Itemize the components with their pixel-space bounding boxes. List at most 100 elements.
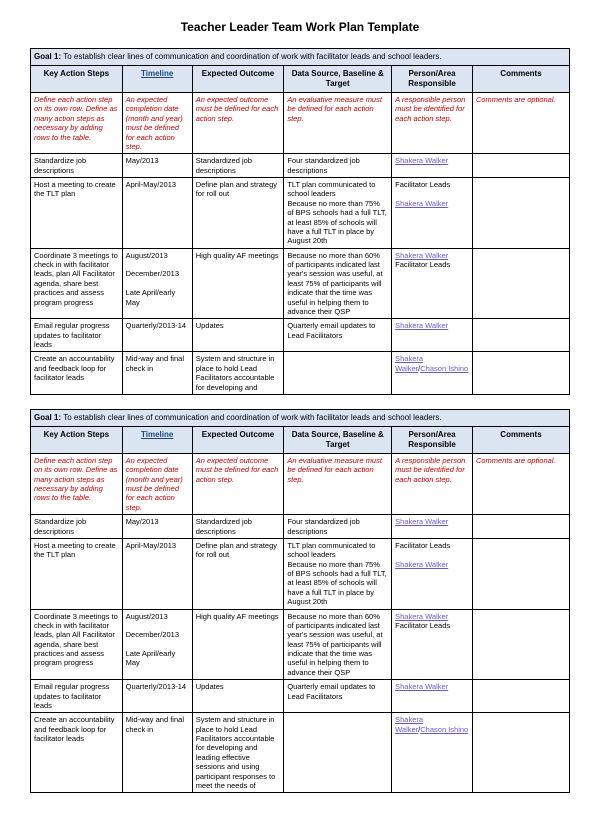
cell-outcome: Define plan and strategy for roll out bbox=[192, 178, 284, 249]
header-person: Person/Area Responsible bbox=[392, 426, 473, 453]
cell-timeline: Mid-way and final check in bbox=[122, 352, 192, 395]
cell-data: Four standardized job descriptions bbox=[284, 154, 392, 178]
cell-data: Quarterly email updates to Lead Facilita… bbox=[284, 680, 392, 713]
header-timeline: Timeline bbox=[122, 426, 192, 453]
cell-outcome: Standardized job descriptions bbox=[192, 515, 284, 539]
cell-action: Host a meeting to create the TLT plan bbox=[31, 538, 123, 609]
cell-action: Email regular progress updates to facili… bbox=[31, 319, 123, 352]
header-person: Person/Area Responsible bbox=[392, 66, 473, 93]
cell-action: Create an accountability and feedback lo… bbox=[31, 713, 123, 793]
cell-action: Host a meeting to create the TLT plan bbox=[31, 178, 123, 249]
table-row: Create an accountability and feedback lo… bbox=[31, 352, 570, 395]
goal-label: Goal 1: bbox=[34, 413, 61, 422]
cell-data bbox=[284, 352, 392, 395]
cell-person: Shakera Walker/Chason Ishino bbox=[392, 713, 473, 793]
cell-comments bbox=[472, 178, 569, 249]
instr-c2: An expected completion date (month and y… bbox=[122, 453, 192, 514]
table-row: Coordinate 3 meetings to check in with f… bbox=[31, 248, 570, 319]
header-data-source: Data Source, Baseline & Target bbox=[284, 66, 392, 93]
cell-outcome: Define plan and strategy for roll out bbox=[192, 538, 284, 609]
header-comments: Comments bbox=[472, 426, 569, 453]
cell-data: TLT plan communicated to school leaders … bbox=[284, 178, 392, 249]
cell-data: Quarterly email updates to Lead Facilita… bbox=[284, 319, 392, 352]
instr-c1: Define each action step on its own row. … bbox=[31, 93, 123, 154]
cell-comments bbox=[472, 538, 569, 609]
instr-c4: An evaluative measure must be defined fo… bbox=[284, 93, 392, 154]
cell-timeline: Mid-way and final check in bbox=[122, 713, 192, 793]
instr-c1: Define each action step on its own row. … bbox=[31, 453, 123, 514]
header-row: Key Action Steps Timeline Expected Outco… bbox=[31, 66, 570, 93]
instr-c5: A responsible person must be identified … bbox=[392, 453, 473, 514]
cell-person: Shakera Walker bbox=[392, 319, 473, 352]
table-row: Coordinate 3 meetings to check in with f… bbox=[31, 609, 570, 680]
cell-timeline: April-May/2013 bbox=[122, 178, 192, 249]
cell-person: Shakera Walker/Chason Ishino bbox=[392, 352, 473, 395]
table-row: Email regular progress updates to facili… bbox=[31, 680, 570, 713]
cell-data: Because no more than 60% of participants… bbox=[284, 609, 392, 680]
goal-text: To establish clear lines of communicatio… bbox=[63, 52, 441, 61]
header-comments: Comments bbox=[472, 66, 569, 93]
cell-person: Facilitator Leads Shakera Walker bbox=[392, 178, 473, 249]
instr-c6: Comments are optional. bbox=[472, 453, 569, 514]
instr-c3: An expected outcome must be defined for … bbox=[192, 93, 284, 154]
cell-outcome: High quality AF meetings bbox=[192, 609, 284, 680]
instruction-row: Define each action step on its own row. … bbox=[31, 453, 570, 514]
table-row: Standardize job descriptions May/2013 St… bbox=[31, 515, 570, 539]
cell-comments bbox=[472, 319, 569, 352]
goal-row: Goal 1: To establish clear lines of comm… bbox=[31, 409, 570, 426]
cell-timeline: May/2013 bbox=[122, 154, 192, 178]
cell-action: Coordinate 3 meetings to check in with f… bbox=[31, 248, 123, 319]
cell-person: Shakera Walker Facilitator Leads bbox=[392, 248, 473, 319]
cell-comments bbox=[472, 515, 569, 539]
instr-c2: An expected completion date (month and y… bbox=[122, 93, 192, 154]
cell-outcome: System and structure in place to hold Le… bbox=[192, 352, 284, 395]
table-row: Host a meeting to create the TLT plan Ap… bbox=[31, 178, 570, 249]
cell-timeline: August/2013 December/2013 Late April/ear… bbox=[122, 609, 192, 680]
cell-comments bbox=[472, 680, 569, 713]
header-row: Key Action Steps Timeline Expected Outco… bbox=[31, 426, 570, 453]
page-title: Teacher Leader Team Work Plan Template bbox=[30, 20, 570, 34]
cell-person: Shakera Walker bbox=[392, 154, 473, 178]
cell-comments bbox=[472, 713, 569, 793]
table-row: Host a meeting to create the TLT plan Ap… bbox=[31, 538, 570, 609]
cell-comments bbox=[472, 248, 569, 319]
table-row: Email regular progress updates to facili… bbox=[31, 319, 570, 352]
instr-c6: Comments are optional. bbox=[472, 93, 569, 154]
cell-outcome: System and structure in place to hold Le… bbox=[192, 713, 284, 793]
header-key-action: Key Action Steps bbox=[31, 426, 123, 453]
work-plan-table-2: Goal 1: To establish clear lines of comm… bbox=[30, 409, 570, 793]
cell-timeline: Quarterly/2013-14 bbox=[122, 680, 192, 713]
cell-timeline: April-May/2013 bbox=[122, 538, 192, 609]
cell-outcome: Updates bbox=[192, 680, 284, 713]
instr-c4: An evaluative measure must be defined fo… bbox=[284, 453, 392, 514]
cell-action: Standardize job descriptions bbox=[31, 515, 123, 539]
cell-outcome: Standardized job descriptions bbox=[192, 154, 284, 178]
header-outcome: Expected Outcome bbox=[192, 66, 284, 93]
cell-timeline: Quarterly/2013-14 bbox=[122, 319, 192, 352]
cell-action: Coordinate 3 meetings to check in with f… bbox=[31, 609, 123, 680]
cell-person: Shakera Walker bbox=[392, 680, 473, 713]
cell-timeline: May/2013 bbox=[122, 515, 192, 539]
cell-data: Because no more than 60% of participants… bbox=[284, 248, 392, 319]
table-row: Create an accountability and feedback lo… bbox=[31, 713, 570, 793]
table-row: Standardize job descriptions May/2013 St… bbox=[31, 154, 570, 178]
cell-person: Facilitator Leads Shakera Walker bbox=[392, 538, 473, 609]
cell-data: TLT plan communicated to school leaders … bbox=[284, 538, 392, 609]
cell-data: Four standardized job descriptions bbox=[284, 515, 392, 539]
cell-action: Standardize job descriptions bbox=[31, 154, 123, 178]
cell-comments bbox=[472, 352, 569, 395]
header-data-source: Data Source, Baseline & Target bbox=[284, 426, 392, 453]
header-timeline: Timeline bbox=[122, 66, 192, 93]
cell-person: Shakera Walker Facilitator Leads bbox=[392, 609, 473, 680]
instr-c3: An expected outcome must be defined for … bbox=[192, 453, 284, 514]
instr-c5: A responsible person must be identified … bbox=[392, 93, 473, 154]
goal-row: Goal 1: To establish clear lines of comm… bbox=[31, 49, 570, 66]
cell-outcome: Updates bbox=[192, 319, 284, 352]
cell-timeline: August/2013 December/2013 Late April/ear… bbox=[122, 248, 192, 319]
cell-outcome: High quality AF meetings bbox=[192, 248, 284, 319]
cell-comments bbox=[472, 609, 569, 680]
cell-comments bbox=[472, 154, 569, 178]
goal-text: To establish clear lines of communicatio… bbox=[63, 413, 441, 422]
cell-action: Email regular progress updates to facili… bbox=[31, 680, 123, 713]
header-outcome: Expected Outcome bbox=[192, 426, 284, 453]
